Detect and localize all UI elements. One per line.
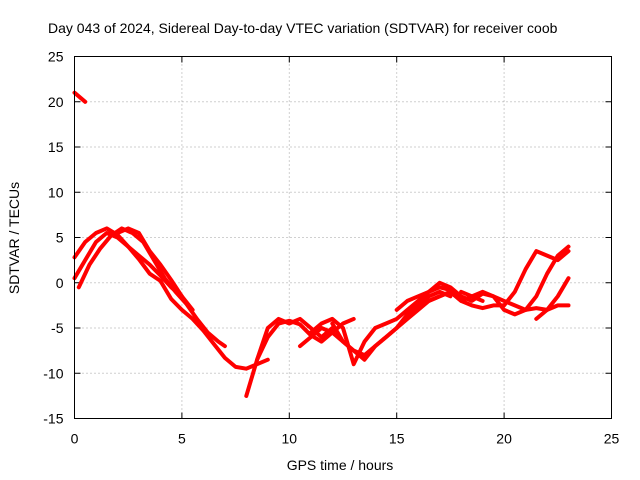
x-axis-ticks: 0 5 10 15 20 25 <box>71 56 620 447</box>
y-tick-label: 15 <box>48 139 64 155</box>
y-tick-label: 25 <box>48 49 64 65</box>
series-line-track-12 <box>459 244 571 312</box>
y-tick-label: 10 <box>48 184 64 200</box>
series-line-track-4 <box>115 226 195 312</box>
x-tick-label: 20 <box>496 431 512 447</box>
y-tick-label: -10 <box>43 365 63 381</box>
y-tick-label: 5 <box>56 230 64 246</box>
y-tick-label: -5 <box>51 320 64 336</box>
x-tick-label: 0 <box>71 431 79 447</box>
x-tick-label: 5 <box>178 431 186 447</box>
plot-frame <box>74 56 612 419</box>
x-tick-label: 15 <box>389 431 405 447</box>
series-line-track-6 <box>255 316 356 362</box>
grid <box>74 56 612 419</box>
series-line-track-2 <box>76 226 227 349</box>
y-axis-label: SDTVAR / TECUs <box>6 182 22 294</box>
chart-title: Day 043 of 2024, Sidereal Day-to-day VTE… <box>48 20 558 36</box>
y-tick-label: -15 <box>43 411 63 427</box>
x-axis-label: GPS time / hours <box>287 457 394 473</box>
series-line-track-1 <box>72 226 270 371</box>
data-series-group <box>72 90 571 398</box>
series-line-track-0 <box>72 90 88 104</box>
x-tick-label: 25 <box>604 431 620 447</box>
series-line-track-8 <box>308 280 464 367</box>
series-line-track-13 <box>534 276 571 321</box>
y-axis-ticks: -15 -10 -5 0 5 10 15 20 25 <box>43 49 612 427</box>
x-tick-label: 10 <box>282 431 298 447</box>
series-line-track-11 <box>416 249 571 311</box>
y-tick-label: 0 <box>56 275 64 291</box>
series-line-track-3 <box>72 231 184 299</box>
y-tick-label: 20 <box>48 94 64 110</box>
